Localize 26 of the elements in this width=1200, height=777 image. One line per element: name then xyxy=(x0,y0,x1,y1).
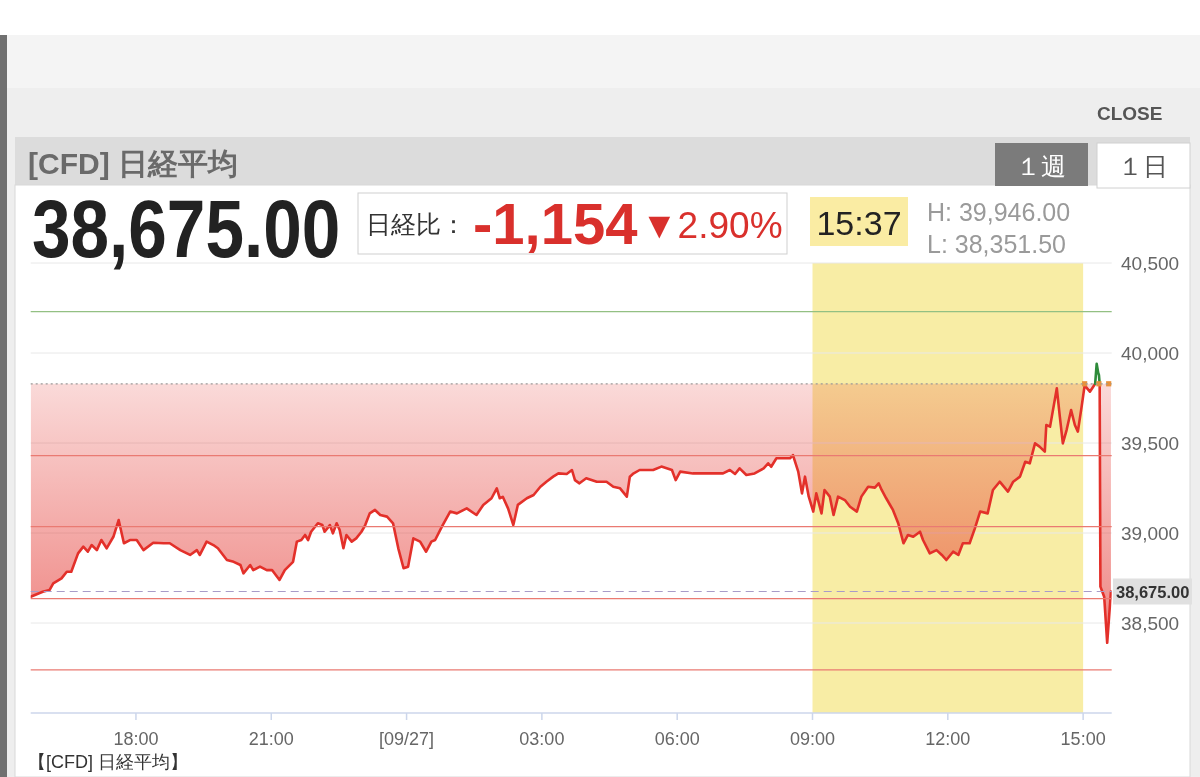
x-tick-label: 15:00 xyxy=(1060,729,1106,749)
annotation: 38,675.00 xyxy=(32,182,341,275)
tab-button: １週 xyxy=(995,143,1088,186)
y-tick-label: 39,000 xyxy=(1121,522,1180,544)
x-tick-label: 06:00 xyxy=(654,729,700,749)
ref-label: 38,675.00 xyxy=(1113,578,1192,605)
time-box: 15:37 xyxy=(810,197,908,246)
y-tick-label: 40,500 xyxy=(1121,252,1180,274)
annotation: ▼2.90% xyxy=(641,205,783,246)
x-tick-label: 18:00 xyxy=(113,729,159,749)
annotation: 日経比： xyxy=(366,210,466,238)
title: [CFD] 日経平均 xyxy=(28,147,238,180)
annotation: H: 39,946.00 xyxy=(927,198,1071,226)
annotation: L: 38,351.50 xyxy=(927,230,1066,258)
annotation: -1,154 xyxy=(473,191,638,256)
y-tick-label: 40,000 xyxy=(1121,342,1180,364)
x-tick-label: [09/27] xyxy=(379,729,435,749)
tab-button: １日 xyxy=(1096,142,1191,189)
x-tick-label: 09:00 xyxy=(790,729,836,749)
annotation: CLOSE xyxy=(1097,103,1163,124)
x-tick-label: 03:00 xyxy=(519,729,565,749)
annotation: 【[CFD] 日経平均】 xyxy=(28,752,188,772)
x-tick-label: 21:00 xyxy=(248,729,294,749)
x-tick-label: 12:00 xyxy=(925,729,971,749)
y-tick-label: 38,500 xyxy=(1121,612,1180,634)
y-tick-label: 39,500 xyxy=(1121,432,1180,454)
